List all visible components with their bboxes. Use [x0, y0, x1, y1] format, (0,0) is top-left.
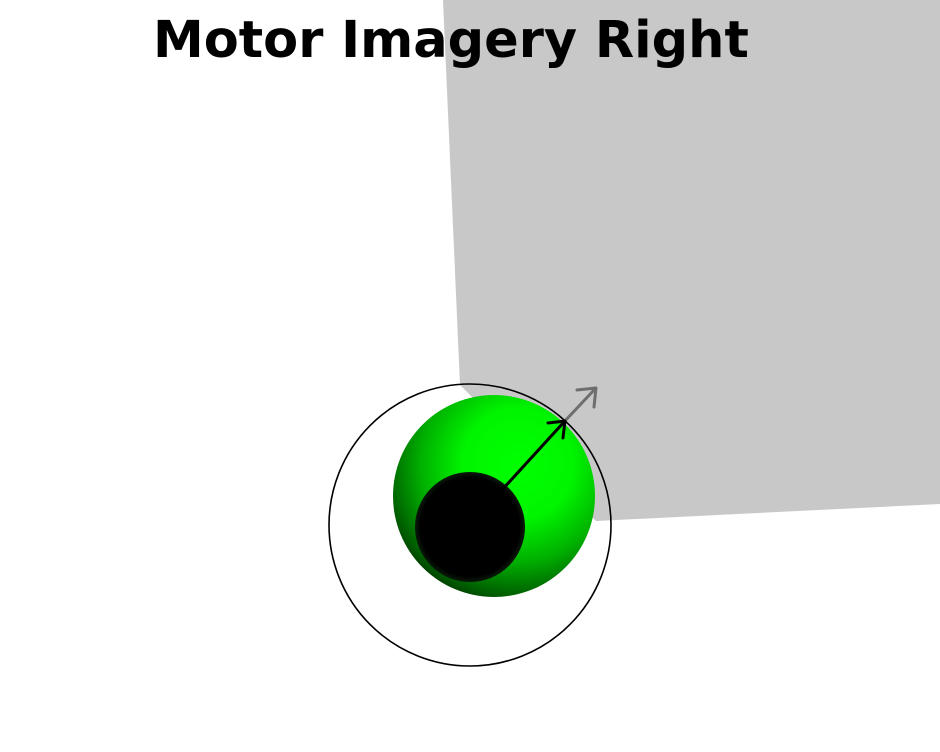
inner-arrow-icon — [468, 419, 567, 527]
dark-core — [415, 472, 525, 582]
page-title: Motor Imagery Right — [153, 11, 749, 70]
gray-panel — [443, 0, 940, 521]
outer-arrow-icon — [561, 386, 598, 425]
target-ring — [328, 383, 612, 667]
